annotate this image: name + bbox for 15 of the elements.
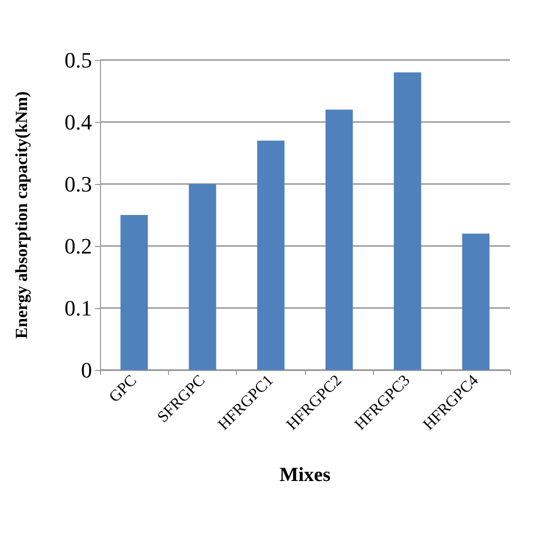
x-axis-title: Mixes <box>279 464 331 486</box>
bar <box>120 215 148 370</box>
bar <box>326 110 353 370</box>
y-axis-title: Energy absorption capacity(kNm) <box>12 91 31 339</box>
bar <box>257 140 284 370</box>
bar <box>394 72 422 370</box>
bar <box>462 234 490 370</box>
y-tick-label: 0.2 <box>64 234 92 258</box>
y-tick-label: 0.5 <box>64 48 92 72</box>
x-tick-label: GPC <box>106 372 140 406</box>
bar <box>188 184 216 370</box>
y-tick-label: 0 <box>81 358 92 382</box>
y-tick-label: 0.4 <box>64 110 92 134</box>
y-tick-label: 0.3 <box>64 172 92 196</box>
y-tick-label: 0.1 <box>64 296 92 320</box>
